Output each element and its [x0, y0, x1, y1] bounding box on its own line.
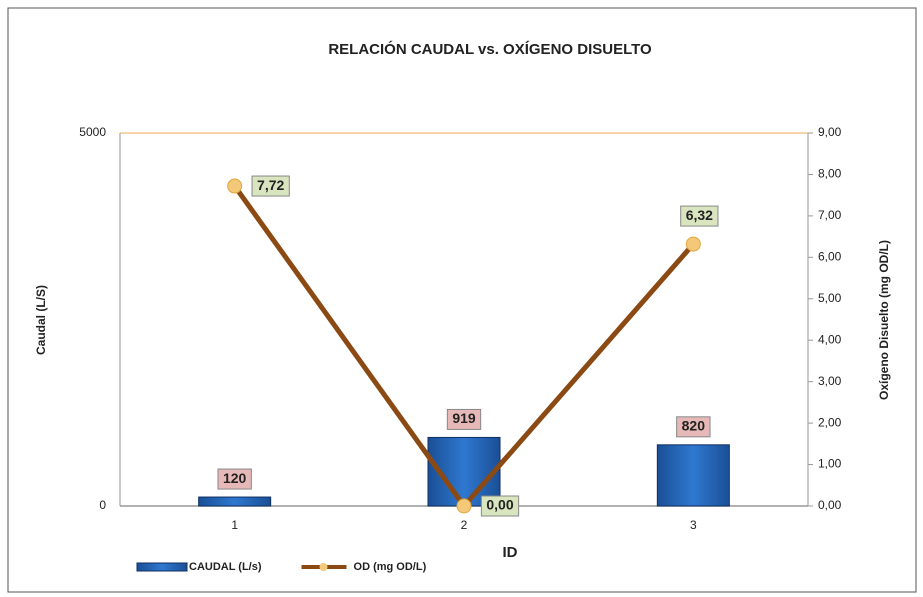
bar-label-box	[676, 416, 711, 438]
chart-title: RELACIÓN CAUDAL vs. OXÍGENO DISUELTO	[328, 40, 652, 58]
y2-tick-label: 2,00	[818, 415, 842, 429]
bar-label-box	[446, 408, 482, 430]
bar	[656, 444, 730, 507]
y-axis-title: Caudal (L/S)	[34, 285, 48, 355]
y2-axis-title: Oxígeno Disuelto (mg OD/L)	[877, 240, 891, 400]
legend-marker	[319, 563, 328, 571]
line-marker	[456, 498, 472, 514]
line-label-box	[680, 205, 719, 227]
line-label: 6,32	[686, 207, 713, 223]
x-tick-label: 1	[231, 518, 238, 532]
line-label: 7,72	[257, 177, 284, 193]
y2-tick-label: 1,00	[818, 457, 842, 471]
y2-tick-label: 6,00	[818, 250, 842, 264]
legend-swatch	[136, 562, 188, 572]
line-label-box	[480, 495, 520, 517]
x-tick-label: 3	[690, 518, 697, 532]
x-axis-title: ID	[503, 544, 518, 561]
line-label-box	[251, 175, 290, 197]
y2-tick-label: 8,00	[818, 167, 842, 181]
y2-tick-label: 3,00	[818, 374, 842, 388]
bar-label: 120	[223, 470, 247, 486]
bar-label-box	[217, 468, 252, 490]
y2-tick-label: 0,00	[818, 498, 842, 512]
line-marker	[685, 236, 701, 252]
y2-tick-label: 7,00	[818, 208, 842, 222]
y-tick-label: 5000	[79, 125, 106, 139]
bar-label: 820	[682, 418, 706, 434]
y2-tick-label: 9,00	[818, 125, 842, 139]
legend-label: OD (mg OD/L)	[354, 561, 427, 573]
bar-label: 919	[452, 410, 476, 426]
y-tick-label: 0	[99, 498, 106, 512]
y2-tick-label: 4,00	[818, 332, 842, 346]
line-label: 0,00	[486, 497, 513, 513]
x-tick-label: 2	[461, 518, 468, 532]
legend-label: CAUDAL (L/s)	[189, 561, 262, 573]
line-marker	[227, 178, 243, 194]
bar	[198, 496, 272, 507]
y2-tick-label: 5,00	[818, 291, 842, 305]
